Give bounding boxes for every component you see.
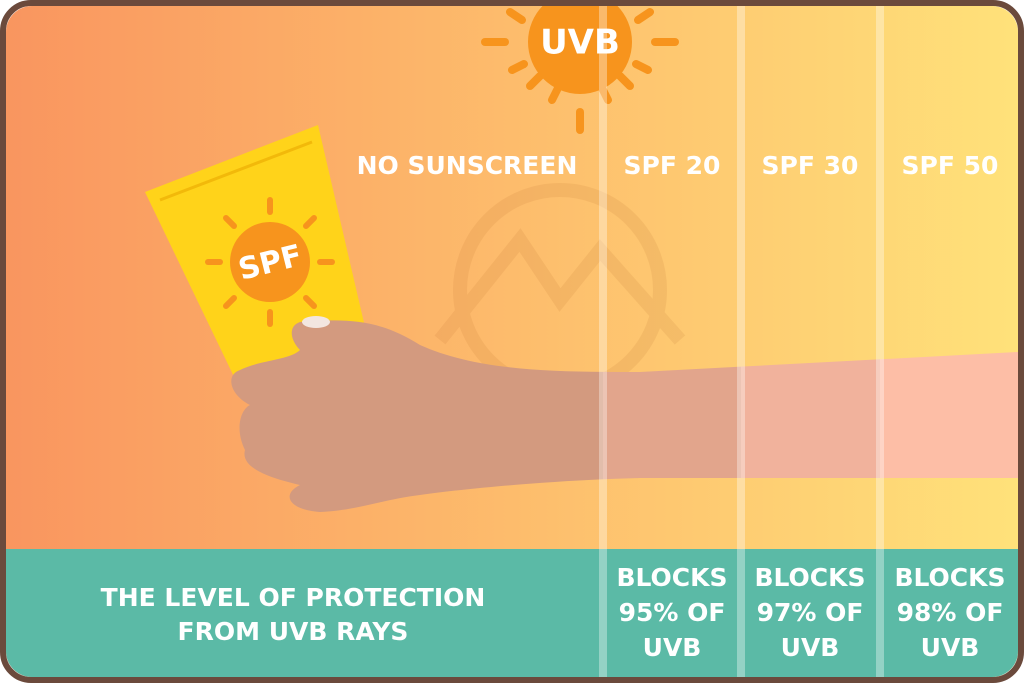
protection-label: UVB (781, 633, 840, 662)
protection-label: 95% OF (619, 598, 726, 627)
protection-label: UVB (921, 633, 980, 662)
column-header: SPF 30 (762, 151, 859, 180)
separator (599, 6, 607, 677)
uvb-sun-rays (481, 8, 679, 134)
thumbnail (302, 316, 330, 328)
protection-label: 97% OF (757, 598, 864, 627)
footer-band (6, 549, 1018, 677)
protection-label: 98% OF (897, 598, 1004, 627)
protection-label: BLOCKS (616, 563, 727, 592)
tube-sun-rays (205, 197, 335, 327)
protection-label: BLOCKS (754, 563, 865, 592)
sun-label: UVB (540, 23, 620, 63)
uvb-sun (528, 6, 632, 94)
column-header: NO SUNSCREEN (357, 151, 578, 180)
separator (876, 6, 884, 677)
protection-label: BLOCKS (894, 563, 1005, 592)
separator (737, 6, 745, 677)
protection-label: UVB (643, 633, 702, 662)
protection-labels: BLOCKS 95% OF UVB BLOCKS 97% OF UVB BLOCKS 98% … (616, 563, 1005, 662)
footer-label: FROM UVB RAYS (178, 617, 409, 646)
column-header: SPF 50 (902, 151, 999, 180)
tube-sun (230, 222, 310, 302)
footer-label: THE LEVEL OF PROTECTION (101, 583, 486, 612)
tube-seam (159, 140, 313, 202)
column-header: SPF 20 (624, 151, 721, 180)
